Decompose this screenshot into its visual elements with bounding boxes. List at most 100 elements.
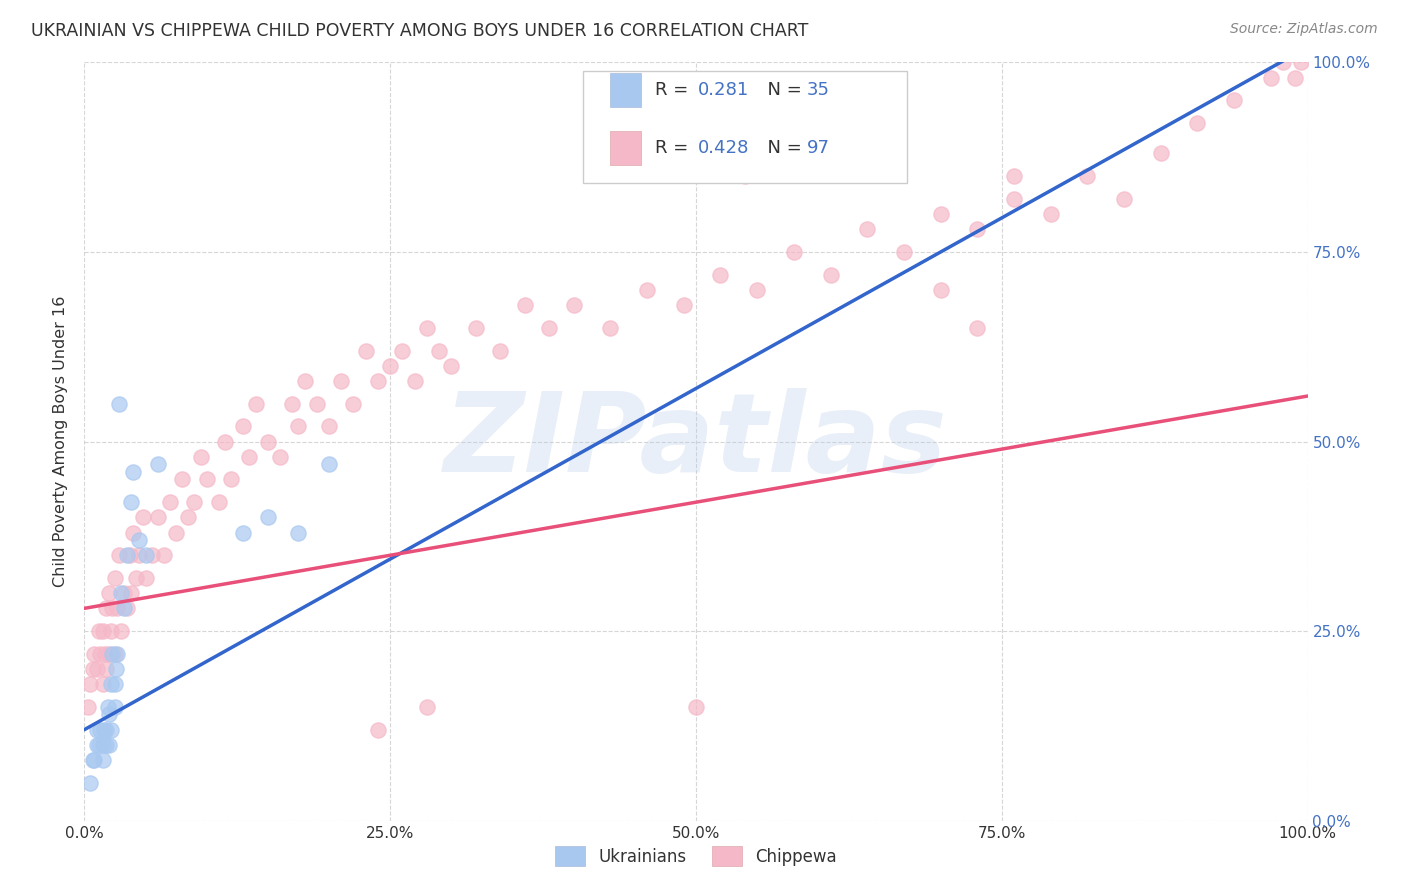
Point bbox=[427, 343, 450, 358]
Point bbox=[820, 268, 842, 282]
Point bbox=[219, 473, 242, 487]
Point bbox=[153, 548, 176, 563]
Point bbox=[214, 434, 236, 449]
Text: N =: N = bbox=[756, 139, 808, 157]
Point bbox=[281, 396, 304, 410]
Point bbox=[91, 738, 114, 752]
Point bbox=[159, 495, 181, 509]
Point bbox=[257, 434, 280, 449]
Point bbox=[238, 450, 260, 464]
Point bbox=[87, 624, 110, 639]
Point bbox=[929, 207, 952, 221]
Point bbox=[93, 723, 115, 737]
Point bbox=[100, 624, 122, 639]
Point bbox=[269, 450, 291, 464]
Point bbox=[89, 647, 111, 661]
Point bbox=[966, 320, 988, 334]
Point bbox=[146, 458, 169, 472]
Point bbox=[146, 510, 169, 524]
Point bbox=[1002, 169, 1025, 184]
Point bbox=[416, 699, 439, 714]
Point bbox=[1076, 169, 1098, 184]
Point bbox=[440, 359, 463, 373]
Point bbox=[107, 548, 129, 563]
Point bbox=[83, 647, 105, 661]
Point bbox=[354, 343, 377, 358]
Point bbox=[367, 723, 389, 737]
Point bbox=[287, 419, 309, 434]
Point bbox=[120, 586, 142, 600]
Point bbox=[135, 548, 157, 563]
Point bbox=[122, 525, 145, 540]
Point bbox=[83, 753, 105, 767]
Point bbox=[135, 571, 157, 585]
Point bbox=[77, 699, 100, 714]
Point bbox=[104, 677, 127, 691]
Point bbox=[97, 707, 120, 722]
Point bbox=[101, 647, 124, 661]
Point bbox=[120, 495, 142, 509]
Point bbox=[367, 374, 389, 388]
Text: 0.281: 0.281 bbox=[697, 81, 748, 99]
Point bbox=[86, 738, 108, 752]
Point bbox=[747, 283, 769, 297]
Point bbox=[97, 738, 120, 752]
Point bbox=[929, 283, 952, 297]
Point bbox=[122, 465, 145, 479]
Point bbox=[82, 753, 104, 767]
Point bbox=[856, 222, 879, 236]
Point bbox=[1150, 146, 1173, 161]
Point bbox=[330, 374, 353, 388]
Point bbox=[110, 586, 132, 600]
Point bbox=[294, 374, 316, 388]
Point bbox=[1291, 55, 1313, 70]
Text: N =: N = bbox=[756, 81, 808, 99]
Point bbox=[94, 647, 117, 661]
Point bbox=[91, 677, 114, 691]
Point bbox=[132, 510, 155, 524]
Point bbox=[79, 677, 101, 691]
Point bbox=[966, 222, 988, 236]
Point bbox=[112, 601, 135, 615]
Point bbox=[125, 571, 148, 585]
Text: 97: 97 bbox=[807, 139, 830, 157]
Point bbox=[91, 624, 114, 639]
Point bbox=[190, 450, 212, 464]
Point bbox=[318, 458, 340, 472]
Text: 0.428: 0.428 bbox=[697, 139, 749, 157]
Point bbox=[183, 495, 205, 509]
Point bbox=[110, 624, 132, 639]
Point bbox=[91, 753, 114, 767]
Point bbox=[104, 699, 127, 714]
Point bbox=[118, 548, 141, 563]
Point bbox=[1272, 55, 1295, 70]
Point bbox=[734, 169, 756, 184]
Point bbox=[245, 396, 267, 410]
Point bbox=[709, 268, 731, 282]
Point bbox=[112, 586, 135, 600]
Point bbox=[391, 343, 413, 358]
Point bbox=[177, 510, 200, 524]
Point bbox=[128, 533, 150, 548]
Point bbox=[107, 396, 129, 410]
Point bbox=[672, 298, 695, 312]
Point bbox=[96, 738, 118, 752]
Point bbox=[96, 723, 118, 737]
Point bbox=[105, 647, 128, 661]
Point bbox=[1260, 70, 1282, 85]
Point bbox=[115, 601, 138, 615]
Text: Source: ZipAtlas.com: Source: ZipAtlas.com bbox=[1230, 22, 1378, 37]
Point bbox=[380, 359, 402, 373]
Point bbox=[141, 548, 163, 563]
Point bbox=[105, 662, 128, 676]
Point bbox=[636, 283, 658, 297]
Point bbox=[232, 525, 254, 540]
Point bbox=[1002, 192, 1025, 206]
Point bbox=[464, 320, 486, 334]
Point bbox=[489, 343, 512, 358]
Point bbox=[104, 647, 127, 661]
Point bbox=[685, 699, 707, 714]
Text: 35: 35 bbox=[807, 81, 830, 99]
Point bbox=[105, 601, 128, 615]
Point bbox=[115, 548, 138, 563]
